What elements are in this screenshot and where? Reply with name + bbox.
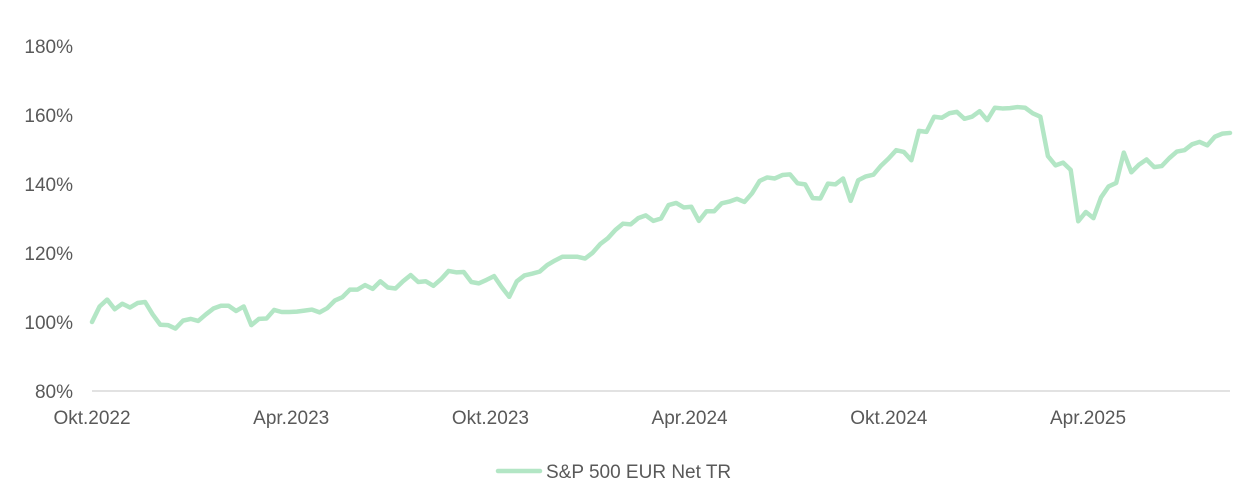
x-tick-label: Apr.2024 [652, 408, 728, 429]
y-tick-label: 80% [35, 382, 73, 403]
y-tick-label: 160% [24, 106, 73, 127]
x-tick-label: Okt.2022 [53, 408, 130, 429]
x-tick-label: Okt.2023 [452, 408, 529, 429]
series-line-sp500-eur-net-tr [89, 104, 1233, 331]
y-axis-tick-labels: 80% 100% 120% 140% 160% 180% [24, 37, 73, 403]
x-tick-label: Apr.2023 [253, 408, 329, 429]
x-tick-label: Okt.2024 [850, 408, 928, 429]
y-tick-label: 140% [24, 175, 73, 196]
y-tick-label: 180% [24, 37, 73, 58]
x-axis-tick-labels: Okt.2022 Apr.2023 Okt.2023 Apr.2024 Okt.2024… [53, 408, 1126, 429]
legend: S&P 500 EUR Net TR [495, 462, 731, 483]
legend-label: S&P 500 EUR Net TR [546, 462, 731, 483]
y-tick-label: 100% [24, 313, 73, 334]
x-tick-label: Apr.2025 [1050, 408, 1126, 429]
y-tick-label: 120% [24, 244, 73, 265]
